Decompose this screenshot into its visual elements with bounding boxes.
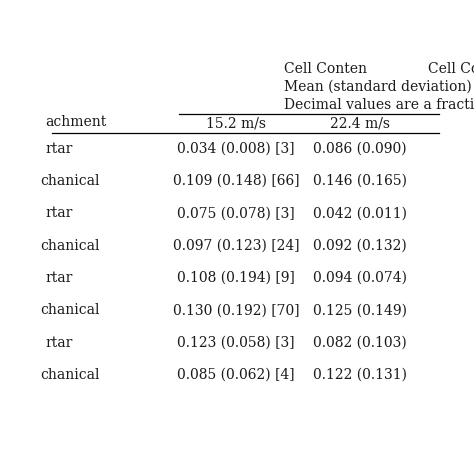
Text: chanical: chanical — [40, 238, 100, 253]
Text: Cell Conten: Cell Conten — [284, 62, 367, 76]
Text: Cell Conten: Cell Conten — [428, 62, 474, 76]
Text: 0.097 (0.123) [24]: 0.097 (0.123) [24] — [173, 238, 299, 253]
Text: 0.123 (0.058) [3]: 0.123 (0.058) [3] — [177, 336, 295, 349]
Text: chanical: chanical — [40, 368, 100, 382]
Text: chanical: chanical — [40, 174, 100, 188]
Text: 0.130 (0.192) [70]: 0.130 (0.192) [70] — [173, 303, 299, 317]
Text: 0.094 (0.074): 0.094 (0.074) — [313, 271, 407, 285]
Text: chanical: chanical — [40, 303, 100, 317]
Text: Decimal values are a fraction: Decimal values are a fraction — [284, 98, 474, 111]
Text: 0.082 (0.103): 0.082 (0.103) — [313, 336, 407, 349]
Text: Mean (standard deviation): Mean (standard deviation) — [284, 80, 472, 94]
Text: 0.085 (0.062) [4]: 0.085 (0.062) [4] — [177, 368, 295, 382]
Text: 0.146 (0.165): 0.146 (0.165) — [313, 174, 407, 188]
Text: achment: achment — [46, 115, 107, 128]
Text: rtar: rtar — [46, 142, 73, 155]
Text: 15.2 m/s: 15.2 m/s — [206, 116, 266, 130]
Text: rtar: rtar — [46, 271, 73, 285]
Text: 0.092 (0.132): 0.092 (0.132) — [313, 238, 407, 253]
Text: 0.086 (0.090): 0.086 (0.090) — [313, 142, 407, 155]
Text: 0.042 (0.011): 0.042 (0.011) — [313, 206, 407, 220]
Text: 0.075 (0.078) [3]: 0.075 (0.078) [3] — [177, 206, 295, 220]
Text: 0.034 (0.008) [3]: 0.034 (0.008) [3] — [177, 142, 295, 155]
Text: 22.4 m/s: 22.4 m/s — [330, 116, 390, 130]
Text: 0.125 (0.149): 0.125 (0.149) — [313, 303, 407, 317]
Text: rtar: rtar — [46, 206, 73, 220]
Text: 0.108 (0.194) [9]: 0.108 (0.194) [9] — [177, 271, 295, 285]
Text: 0.109 (0.148) [66]: 0.109 (0.148) [66] — [173, 174, 299, 188]
Text: rtar: rtar — [46, 336, 73, 349]
Text: 0.122 (0.131): 0.122 (0.131) — [313, 368, 407, 382]
